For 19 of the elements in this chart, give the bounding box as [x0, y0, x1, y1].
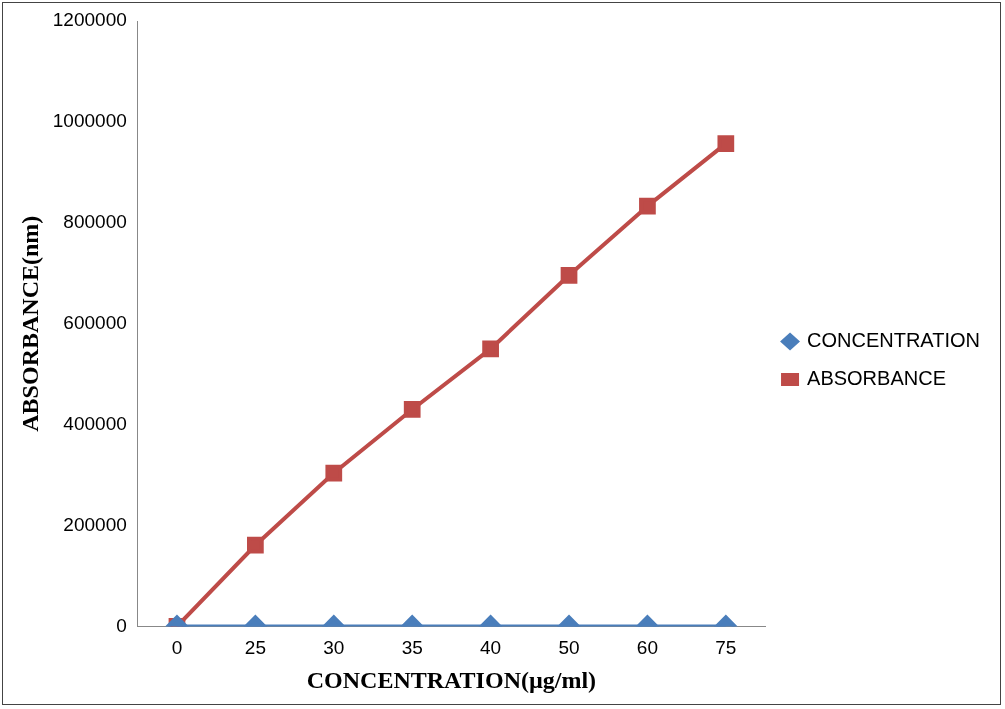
y-tick-label: 600000	[63, 311, 127, 333]
x-tick-label: 40	[480, 637, 502, 659]
x-axis-title: CONCENTRATION(µg/ml)	[306, 666, 597, 693]
legend-label: ABSORBANCE	[807, 367, 946, 390]
x-tick-label: 50	[558, 637, 580, 659]
y-tick-label: 1200000	[52, 9, 127, 31]
y-axis-title: ABSORBANCE(nm)	[16, 215, 43, 432]
legend-label: CONCENTRATION	[807, 329, 981, 352]
x-tick-label: 30	[323, 637, 345, 659]
y-tick-label: 200000	[63, 513, 127, 535]
y-tick-label: 800000	[63, 211, 127, 233]
x-tick-label: 25	[244, 637, 266, 659]
y-tick-label: 1000000	[52, 110, 127, 132]
x-tick-label: 35	[401, 637, 423, 659]
x-tick-label: 0	[171, 637, 183, 659]
x-tick-label: 60	[636, 637, 658, 659]
x-tick-label: 75	[715, 637, 737, 659]
y-tick-label: 400000	[63, 412, 127, 434]
y-tick-label: 0	[116, 614, 127, 636]
